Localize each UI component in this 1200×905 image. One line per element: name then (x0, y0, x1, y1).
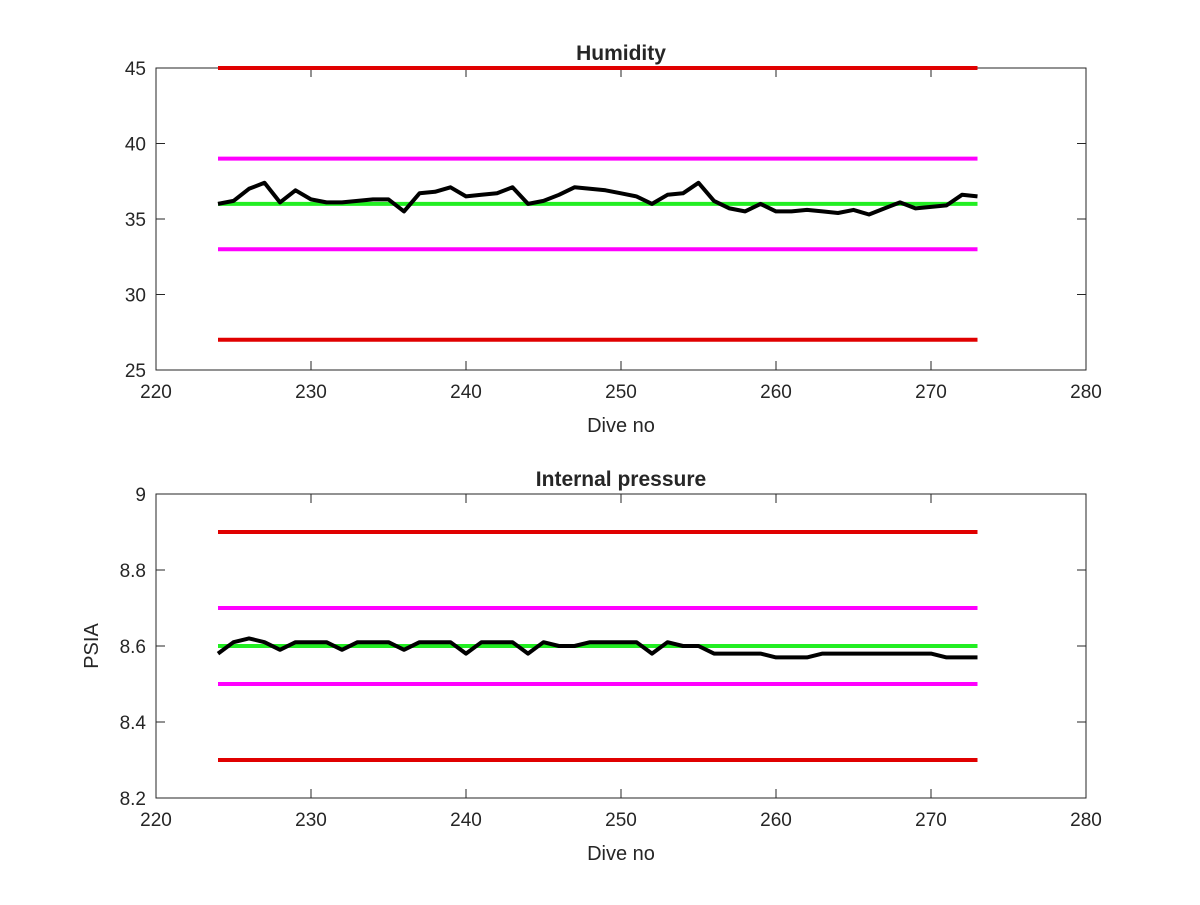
subplot-1: 220 230 240 250 260 270 280 25 30 35 40 45 Humidity D… (125, 42, 1102, 437)
x-tick-label: 220 (140, 810, 172, 831)
x-tick-label: 240 (450, 810, 482, 831)
y-tick-label: 8.6 (120, 637, 146, 658)
x-axis-label: Dive no (587, 843, 655, 865)
x-tick-label: 230 (295, 382, 327, 403)
data-series-line (217, 180, 978, 217)
chart-title: Internal pressure (536, 468, 706, 491)
y-tick-label: 40 (125, 135, 146, 156)
y-tick-label: 25 (125, 361, 146, 382)
x-tick-label: 240 (450, 382, 482, 403)
subplot-2: 220 230 240 250 260 270 280 8.2 8.4 8.6 8.8 9 Intern… (81, 468, 1102, 865)
x-axis-label: Dive no (587, 415, 655, 437)
x-tick-label: 270 (915, 382, 947, 403)
data-series-line (216, 636, 978, 660)
chart-title: Humidity (576, 42, 666, 65)
y-tick-label: 45 (125, 59, 146, 80)
axes-box (155, 67, 1087, 371)
x-tick-label: 220 (140, 382, 172, 403)
y-tick-label: 8.2 (120, 789, 146, 810)
x-tick-label: 270 (915, 810, 947, 831)
x-tick-label: 230 (295, 810, 327, 831)
x-tick-label: 250 (605, 382, 637, 403)
x-tick-label: 280 (1070, 810, 1102, 831)
x-tick-label: 280 (1070, 382, 1102, 403)
y-tick-label: 30 (125, 286, 146, 307)
y-tick-label: 35 (125, 210, 146, 231)
y-tick-label: 8.8 (120, 561, 146, 582)
y-tick-label: 8.4 (120, 713, 147, 734)
y-axis-label: PSIA (81, 623, 103, 669)
x-tick-label: 260 (760, 810, 792, 831)
y-tick-label: 9 (135, 485, 146, 506)
x-tick-label: 260 (760, 382, 792, 403)
x-tick-label: 250 (605, 810, 637, 831)
